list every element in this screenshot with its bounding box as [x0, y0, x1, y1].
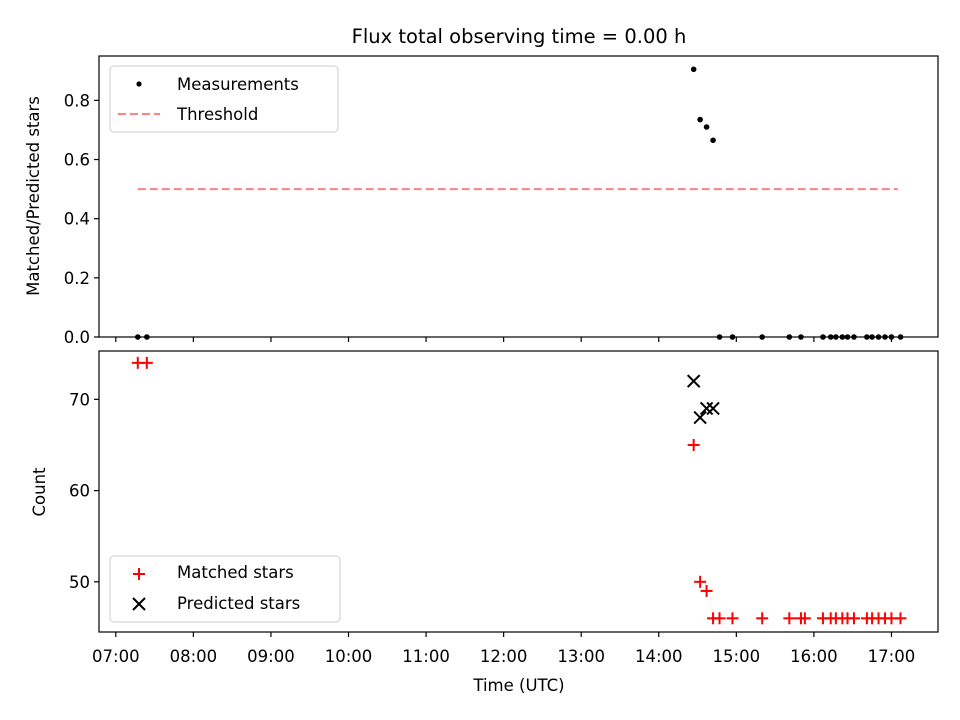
legend-measurements-label: Measurements	[177, 75, 299, 94]
legend-matched-label: Matched stars	[177, 563, 294, 582]
top-y-tick-label: 0.8	[64, 91, 90, 110]
measurement-point	[690, 66, 697, 73]
top-y-axis-label: Matched/Predicted stars	[24, 96, 43, 296]
predicted-star-point	[693, 410, 707, 425]
top-y-tick-label: 0.4	[64, 210, 90, 229]
top-chart-title: Flux total observing time = 0.00 h	[352, 25, 687, 48]
matched-star-point	[726, 612, 739, 625]
top-y-tick-label: 0.2	[64, 269, 90, 288]
measurement-point	[710, 137, 716, 144]
top-panel: Flux total observing time = 0.00 h 0.00.…	[24, 25, 939, 347]
legend-measurements-marker	[136, 81, 142, 87]
top-y-tick-label: 0.6	[64, 151, 90, 170]
matched-star-point	[694, 575, 707, 588]
matched-star-point	[687, 438, 700, 451]
matched-star-point	[713, 612, 726, 625]
bottom-legend-box	[109, 555, 341, 623]
predicted-star-d2	[686, 374, 701, 388]
bottom-x-tick-label: 17:00	[868, 647, 916, 666]
matched-star-point	[798, 612, 811, 625]
bottom-y-axis: 50 60 70	[69, 390, 99, 592]
legend-predicted-label: Predicted stars	[177, 594, 300, 613]
bottom-axes-frame	[98, 350, 939, 633]
matched-star-point	[847, 612, 860, 625]
top-axes-frame	[98, 55, 939, 338]
bottom-x-tick-label: 13:00	[557, 647, 605, 666]
top-legend-box	[109, 65, 339, 133]
top-x-axis-ticks	[115, 337, 893, 342]
bottom-x-tick-label: 09:00	[247, 647, 295, 666]
measurement-point	[703, 124, 710, 130]
measurement-point	[697, 116, 703, 123]
predicted-star-point	[699, 401, 714, 416]
bottom-y-tick-label: 60	[69, 482, 90, 501]
bottom-x-tick-label: 15:00	[713, 647, 761, 666]
bottom-x-axis-label: Time (UTC)	[472, 676, 564, 695]
bottom-legend: Matched stars Predicted stars	[109, 555, 341, 623]
bottom-x-tick-label: 11:00	[402, 647, 450, 666]
matched-star-point	[700, 584, 713, 597]
legend-matched-marker	[133, 568, 145, 580]
legend-predicted-marker	[132, 597, 146, 611]
top-y-tick-label: 0.0	[64, 328, 90, 347]
matched-star-point	[783, 612, 796, 625]
top-legend: Measurements Threshold	[109, 65, 339, 133]
bottom-data-marks	[131, 356, 907, 625]
bottom-x-tick-label: 16:00	[790, 647, 838, 666]
bottom-panel: 50 60 70 07:00 08:00 09:00 10:00 11:00 12:00 13:…	[30, 350, 939, 695]
predicted-star-d2	[693, 410, 707, 425]
bottom-x-tick-label: 14:00	[635, 647, 683, 666]
bottom-x-tick-label: 12:00	[480, 647, 528, 666]
matched-star-point	[894, 612, 907, 625]
predicted-star-point	[686, 374, 701, 388]
legend-threshold-label: Threshold	[176, 105, 258, 124]
bottom-x-tick-label: 10:00	[325, 647, 373, 666]
matched-star-point	[140, 356, 153, 369]
bottom-x-tick-label: 07:00	[92, 647, 140, 666]
bottom-x-axis: 07:00 08:00 09:00 10:00 11:00 12:00 13:00 14:00…	[92, 632, 915, 666]
bottom-y-tick-label: 50	[69, 573, 90, 592]
matched-star-point	[756, 612, 769, 625]
bottom-x-tick-label: 08:00	[170, 647, 218, 666]
bottom-y-axis-label: Count	[30, 467, 49, 517]
predicted-star-point	[706, 401, 720, 416]
bottom-y-tick-label: 70	[69, 390, 90, 409]
top-y-axis: 0.0 0.2 0.4 0.6 0.8	[64, 91, 99, 347]
predicted-star-d2	[706, 401, 720, 416]
predicted-star-d2	[699, 401, 714, 416]
